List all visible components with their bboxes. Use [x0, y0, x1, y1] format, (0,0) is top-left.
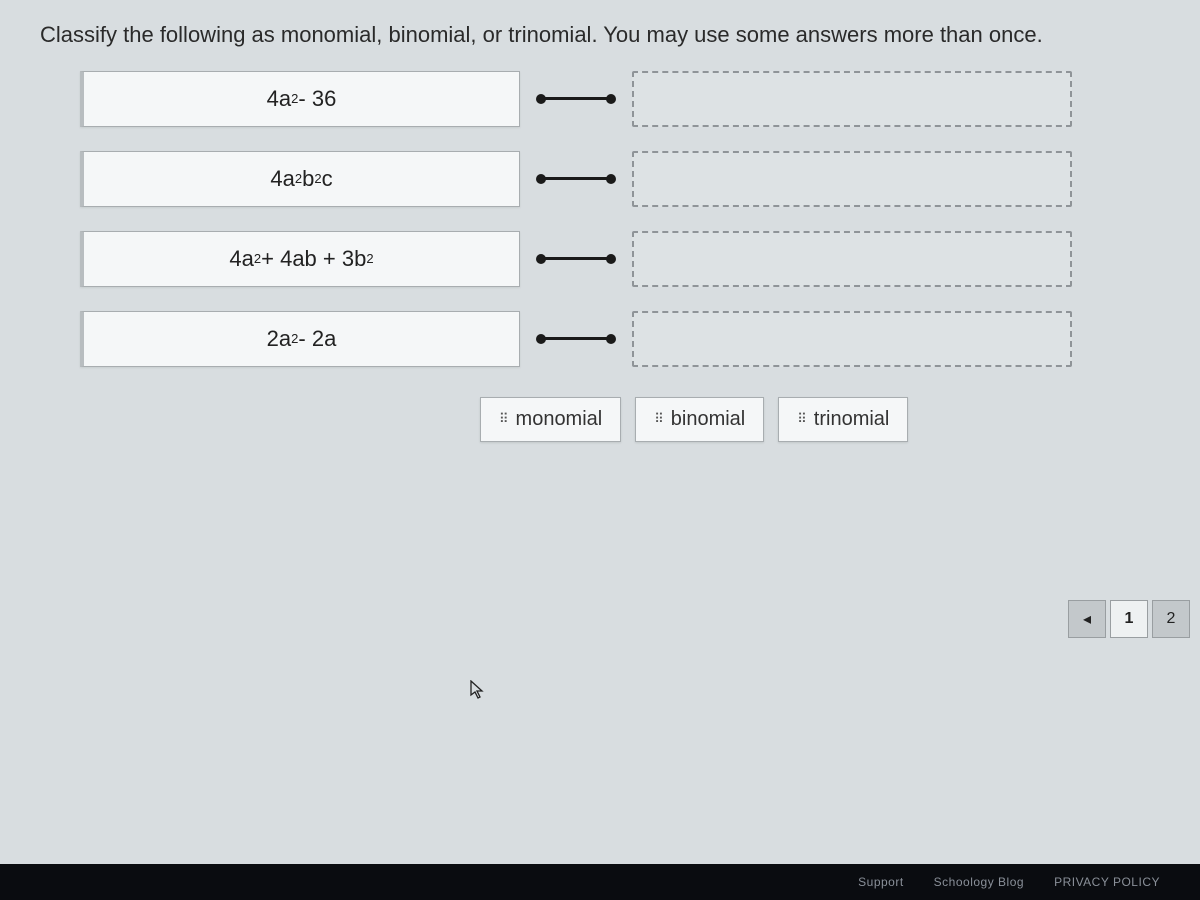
- drag-handle-icon: ⠿: [654, 415, 663, 423]
- drag-handle-icon: ⠿: [797, 415, 806, 423]
- drag-handle-icon: ⠿: [499, 415, 508, 423]
- instructions-text: Classify the following as monomial, bino…: [0, 0, 1200, 61]
- match-row: 4a2b2c: [80, 151, 1200, 207]
- drop-zone-3[interactable]: [632, 231, 1072, 287]
- chip-label: binomial: [671, 408, 745, 431]
- drop-zone-1[interactable]: [632, 71, 1072, 127]
- answer-chip-monomial[interactable]: ⠿ monomial: [480, 397, 621, 442]
- answer-chip-trinomial[interactable]: ⠿ trinomial: [778, 397, 908, 442]
- chip-label: monomial: [516, 408, 603, 431]
- chip-label: trinomial: [814, 408, 890, 431]
- cursor-icon: [470, 680, 486, 705]
- connector-icon: [526, 231, 626, 287]
- match-row: 4a2 + 4ab + 3b2: [80, 231, 1200, 287]
- expression-box-4[interactable]: 2a2 - 2a: [80, 311, 520, 367]
- pager-prev-button[interactable]: ◂: [1068, 600, 1106, 638]
- footer-support-link[interactable]: Support: [858, 875, 904, 889]
- footer-privacy-link[interactable]: PRIVACY POLICY: [1054, 875, 1160, 889]
- answer-chip-binomial[interactable]: ⠿ binomial: [635, 397, 764, 442]
- drop-zone-4[interactable]: [632, 311, 1072, 367]
- matching-area: 4a2 - 36 4a2b2c 4a2 + 4ab + 3b2 2a2 - 2a…: [0, 61, 1200, 452]
- connector-icon: [526, 71, 626, 127]
- match-row: 2a2 - 2a: [80, 311, 1200, 367]
- expression-box-1[interactable]: 4a2 - 36: [80, 71, 520, 127]
- page-navigator: ◂ 1 2: [1068, 600, 1190, 638]
- expression-box-3[interactable]: 4a2 + 4ab + 3b2: [80, 231, 520, 287]
- pager-page-2-button[interactable]: 2: [1152, 600, 1190, 638]
- connector-icon: [526, 151, 626, 207]
- connector-icon: [526, 311, 626, 367]
- drop-zone-2[interactable]: [632, 151, 1072, 207]
- pager-page-1-button[interactable]: 1: [1110, 600, 1148, 638]
- footer-blog-link[interactable]: Schoology Blog: [934, 875, 1024, 889]
- footer-bar: Support Schoology Blog PRIVACY POLICY: [0, 864, 1200, 900]
- answer-bank: ⠿ monomial ⠿ binomial ⠿ trinomial: [480, 397, 1200, 442]
- match-row: 4a2 - 36: [80, 71, 1200, 127]
- expression-box-2[interactable]: 4a2b2c: [80, 151, 520, 207]
